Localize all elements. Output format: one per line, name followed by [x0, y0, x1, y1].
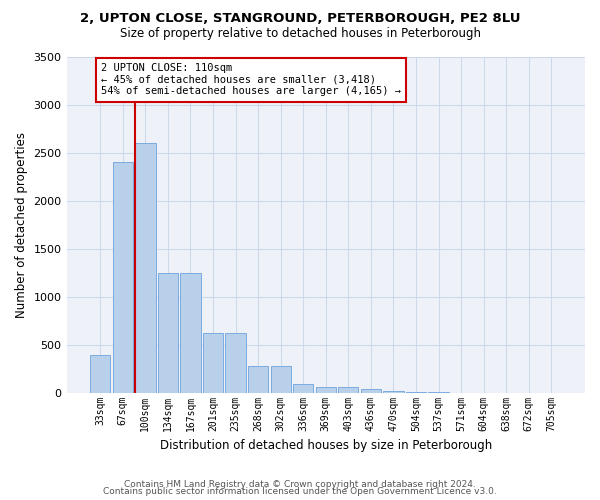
Bar	[226, 332, 246, 393]
Text: 2 UPTON CLOSE: 110sqm
← 45% of detached houses are smaller (3,418)
54% of semi-d: 2 UPTON CLOSE: 110sqm ← 45% of detached …	[101, 63, 401, 96]
Bar	[181, 273, 200, 393]
Bar	[135, 143, 155, 393]
Bar	[293, 384, 313, 393]
Bar	[203, 332, 223, 393]
Bar	[406, 392, 426, 393]
Text: Size of property relative to detached houses in Peterborough: Size of property relative to detached ho…	[119, 28, 481, 40]
Bar	[90, 354, 110, 393]
Bar	[361, 390, 381, 393]
Y-axis label: Number of detached properties: Number of detached properties	[15, 132, 28, 318]
Bar	[316, 388, 336, 393]
Bar	[383, 391, 404, 393]
Bar	[113, 162, 133, 393]
Text: 2, UPTON CLOSE, STANGROUND, PETERBOROUGH, PE2 8LU: 2, UPTON CLOSE, STANGROUND, PETERBOROUGH…	[80, 12, 520, 26]
Text: Contains public sector information licensed under the Open Government Licence v3: Contains public sector information licen…	[103, 488, 497, 496]
Bar	[248, 366, 268, 393]
Bar	[338, 388, 358, 393]
X-axis label: Distribution of detached houses by size in Peterborough: Distribution of detached houses by size …	[160, 440, 492, 452]
Text: Contains HM Land Registry data © Crown copyright and database right 2024.: Contains HM Land Registry data © Crown c…	[124, 480, 476, 489]
Bar	[271, 366, 291, 393]
Bar	[428, 392, 449, 393]
Bar	[158, 273, 178, 393]
